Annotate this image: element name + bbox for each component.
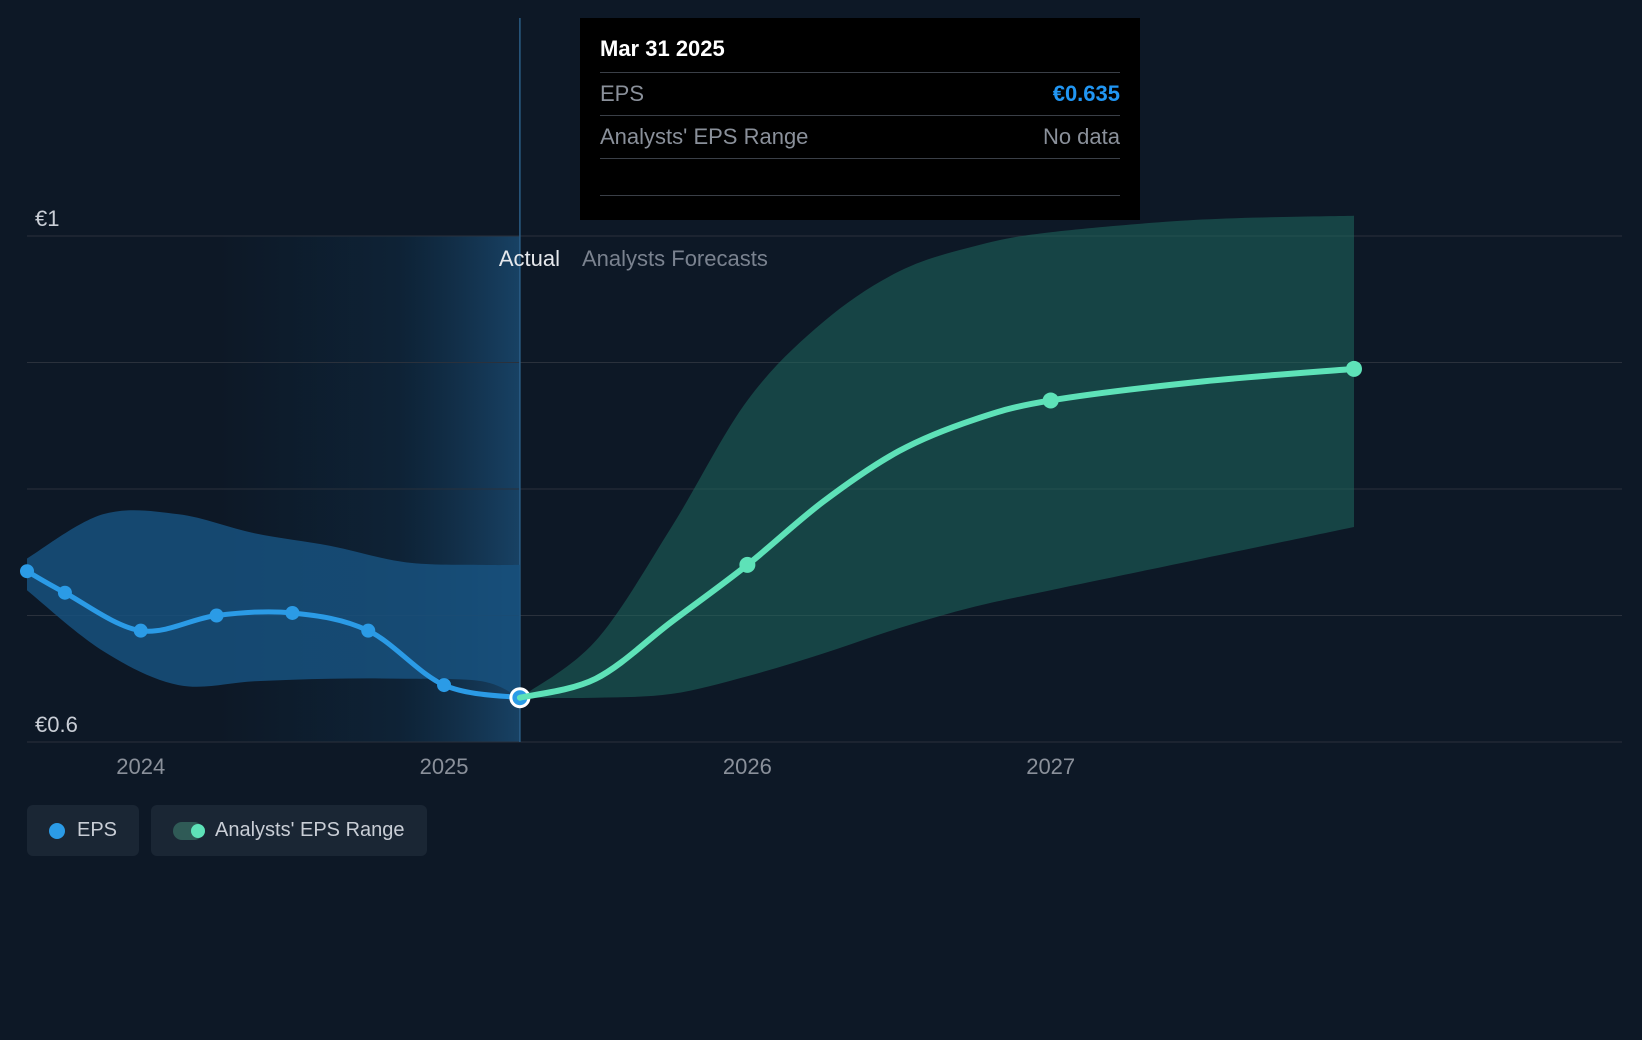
- tooltip-value: €0.635: [1053, 81, 1120, 107]
- legend-dot-icon: [49, 823, 65, 839]
- chart-legend: EPS Analysts' EPS Range: [27, 805, 427, 856]
- legend-label: EPS: [77, 819, 117, 842]
- section-label-forecast: Analysts Forecasts: [582, 246, 768, 272]
- svg-text:2025: 2025: [420, 754, 469, 779]
- legend-item-eps[interactable]: EPS: [27, 805, 139, 856]
- legend-label: Analysts' EPS Range: [215, 819, 404, 842]
- svg-text:2026: 2026: [723, 754, 772, 779]
- tooltip-row-range: Analysts' EPS Range No data: [600, 116, 1120, 159]
- tooltip-value: No data: [1043, 124, 1120, 150]
- tooltip-divider: [600, 195, 1120, 196]
- svg-text:2027: 2027: [1026, 754, 1075, 779]
- svg-text:€0.6: €0.6: [35, 712, 78, 737]
- tooltip-row-eps: EPS €0.635: [600, 73, 1120, 116]
- legend-item-range[interactable]: Analysts' EPS Range: [151, 805, 426, 856]
- tooltip-key: EPS: [600, 81, 644, 107]
- tooltip-key: Analysts' EPS Range: [600, 124, 808, 150]
- legend-range-icon: [173, 822, 203, 840]
- section-label-actual: Actual: [499, 246, 560, 272]
- svg-text:2024: 2024: [116, 754, 165, 779]
- chart-tooltip: Mar 31 2025 EPS €0.635 Analysts' EPS Ran…: [580, 18, 1140, 220]
- svg-text:€1: €1: [35, 206, 59, 231]
- tooltip-date: Mar 31 2025: [600, 36, 1120, 73]
- eps-forecast-chart: €0.6 €1 2024 2025 2026 2027 Actual Analysts F…: [0, 0, 1642, 1040]
